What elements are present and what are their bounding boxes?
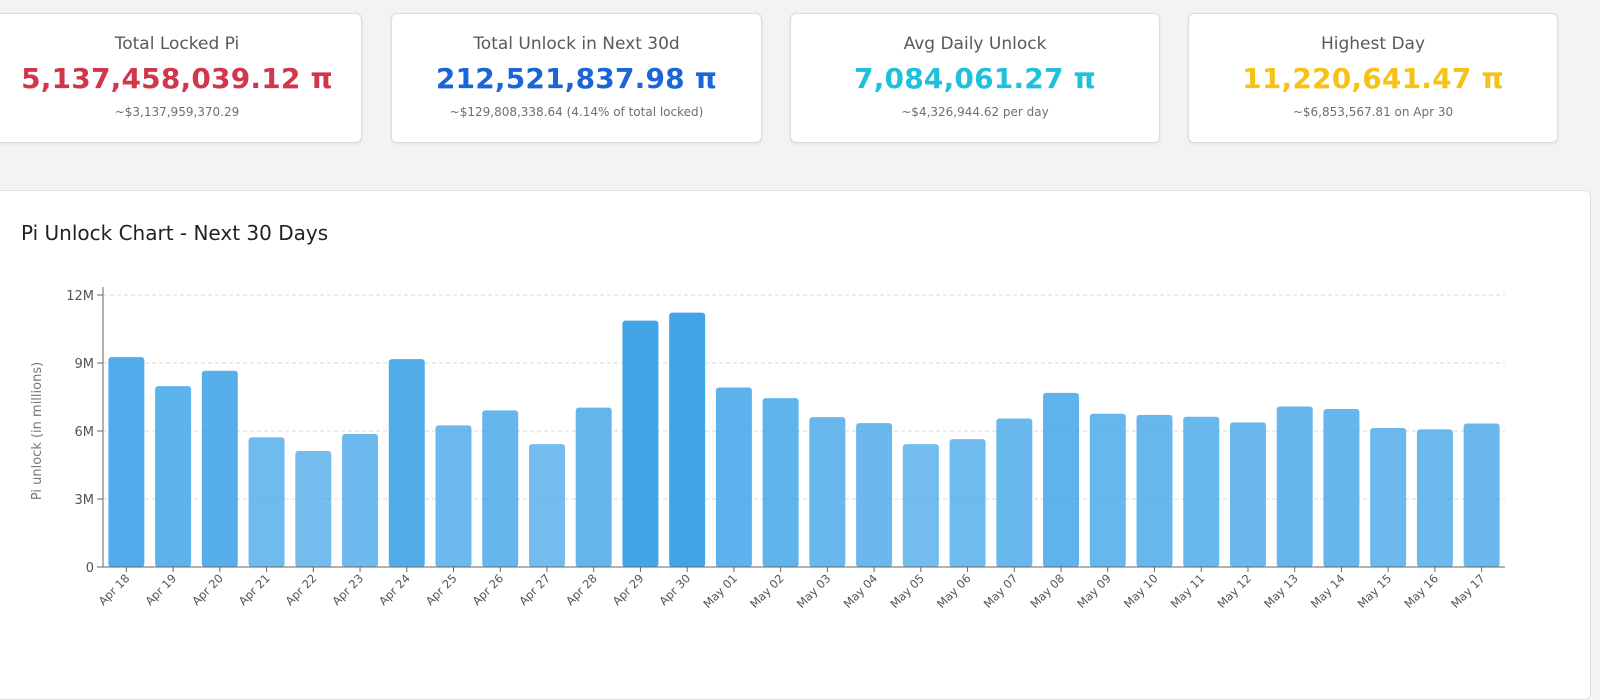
x-tick-label: May 06 [934,571,974,611]
card-subtext: ~$3,137,959,370.29 [114,105,240,119]
x-tick-label: Apr 25 [423,571,460,608]
x-tick-label: Apr 27 [516,571,553,608]
bar [108,357,145,567]
x-tick-label: May 07 [981,571,1021,611]
bar [1370,428,1407,567]
bar [809,417,846,567]
card-subtext: ~$6,853,567.81 on Apr 30 [1292,105,1454,119]
bar [295,450,332,567]
stat-card-highest-day: Highest Day 11,220,641.47 π ~$6,853,567.… [1188,13,1558,143]
chart-panel: Pi Unlock Chart - Next 30 Days 0 3M 6M 9M 12… [0,190,1591,700]
x-tick-label: Apr 26 [469,571,506,608]
x-tick-label: May 10 [1121,571,1161,611]
y-tick-label: 9M [75,357,95,372]
bar [1276,406,1313,567]
x-tick-label: Apr 24 [376,571,413,608]
x-tick-label: May 02 [747,571,787,611]
x-tick-label: May 12 [1214,571,1254,611]
bar [201,370,238,567]
x-tick-label: May 17 [1448,571,1488,611]
x-tick-label: May 04 [841,571,881,611]
y-tick-label: 0 [86,561,94,576]
x-tick-label: Apr 23 [329,571,366,608]
x-tick-label: Apr 20 [189,571,226,608]
x-tick-label: Apr 19 [142,571,179,608]
bar [1463,423,1500,567]
card-value: 7,084,061.27 π [854,62,1096,95]
x-tick-label: May 15 [1355,571,1395,611]
bar [762,398,799,567]
chart-panel-title: Pi Unlock Chart - Next 30 Days [21,221,329,245]
bar [902,444,939,567]
bar [482,410,519,567]
bar [1136,414,1173,567]
stat-card-avg-daily: Avg Daily Unlock 7,084,061.27 π ~$4,326,… [790,13,1160,143]
bar [1089,413,1126,567]
y-axis-label: Pi unlock (in millions) [30,362,45,500]
bar [342,433,379,567]
card-label: Highest Day [1320,34,1426,54]
x-tick-label: May 16 [1401,571,1441,611]
bar [1323,409,1360,567]
bar [1229,422,1266,567]
card-label: Total Locked Pi [114,34,240,54]
bar [856,423,893,567]
x-tick-label: Apr 30 [656,571,693,608]
stat-card-total-locked: Total Locked Pi 5,137,458,039.12 π ~$3,1… [0,13,362,143]
bar [669,312,706,567]
bar [435,425,472,567]
x-tick-label: Apr 18 [96,571,133,608]
bar [949,439,986,567]
x-tick-label: May 11 [1168,571,1208,611]
bar [388,359,425,567]
y-tick-label: 12M [66,289,94,304]
x-tick-label: May 01 [700,571,740,611]
x-tick-label: May 05 [887,571,927,611]
x-tick-label: Apr 22 [283,571,320,608]
card-value: 11,220,641.47 π [1242,62,1504,95]
stat-card-unlock-30d: Total Unlock in Next 30d 212,521,837.98 … [391,13,762,143]
x-tick-label: May 14 [1308,571,1348,611]
x-tick-label: Apr 28 [563,571,600,608]
bar [575,407,612,567]
card-subtext: ~$4,326,944.62 per day [901,105,1049,119]
bar [715,387,752,567]
bar [155,386,192,567]
x-tick-label: May 08 [1028,571,1068,611]
x-tick-label: Apr 29 [610,571,647,608]
bar [248,437,285,567]
x-tick-label: May 13 [1261,571,1301,611]
bar [1183,416,1220,567]
card-value: 5,137,458,039.12 π [21,62,333,95]
card-label: Total Unlock in Next 30d [473,34,680,54]
x-tick-label: May 03 [794,571,834,611]
x-tick-label: May 09 [1074,571,1114,611]
x-tick-label: Apr 21 [236,571,273,608]
y-tick-label: 3M [75,493,95,508]
card-value: 212,521,837.98 π [435,62,718,95]
card-subtext: ~$129,808,338.64 (4.14% of total locked) [449,105,704,119]
card-label: Avg Daily Unlock [903,34,1047,54]
bar [996,418,1033,567]
bar [622,320,659,567]
y-tick-label: 6M [75,425,95,440]
bar [1416,429,1453,567]
bar [1043,392,1080,567]
bar [528,444,565,567]
